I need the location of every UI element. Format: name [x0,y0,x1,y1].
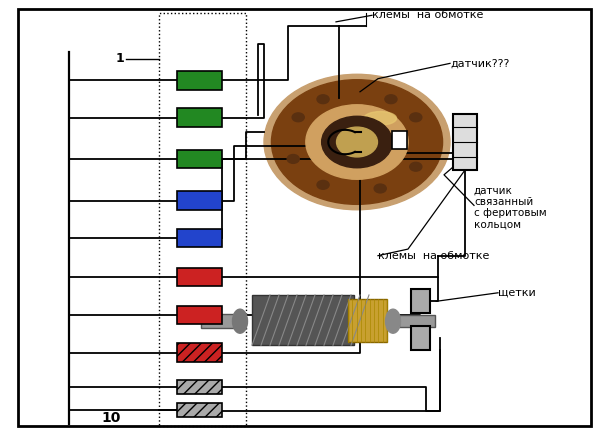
Text: щетки: щетки [498,288,536,298]
Circle shape [385,95,397,104]
Bar [177,191,222,210]
Bar [177,403,222,417]
Bar [177,108,222,127]
Bar [177,306,222,324]
Text: датчик
связанный
с феритовым
кольцом: датчик связанный с феритовым кольцом [474,185,547,230]
Bar [177,268,222,286]
Bar [392,131,407,149]
Text: клемы  на обмотке: клемы на обмотке [372,10,484,20]
Text: 10: 10 [101,411,121,425]
Bar [252,295,354,345]
Bar [411,326,430,350]
Bar [159,13,246,426]
Bar [177,380,222,394]
Circle shape [410,113,422,121]
Text: клемы  на обмотке: клемы на обмотке [378,251,490,260]
Circle shape [292,113,304,121]
Bar [177,343,222,362]
Bar [201,314,240,328]
Circle shape [264,74,450,210]
Bar [399,315,435,327]
Ellipse shape [233,309,248,333]
Text: 1: 1 [116,52,124,66]
Bar [348,299,387,342]
Circle shape [271,80,443,205]
Bar [453,114,477,170]
Bar [411,289,430,313]
Circle shape [374,184,386,193]
Bar [177,150,222,168]
Circle shape [306,105,408,179]
Ellipse shape [386,309,401,333]
Text: датчик???: датчик??? [450,59,509,68]
Circle shape [317,95,329,104]
Circle shape [287,155,299,163]
Bar [177,229,222,247]
Ellipse shape [364,111,397,125]
Circle shape [337,127,377,157]
Circle shape [322,116,392,168]
Circle shape [410,162,422,171]
Bar [177,71,222,90]
Circle shape [317,180,329,189]
